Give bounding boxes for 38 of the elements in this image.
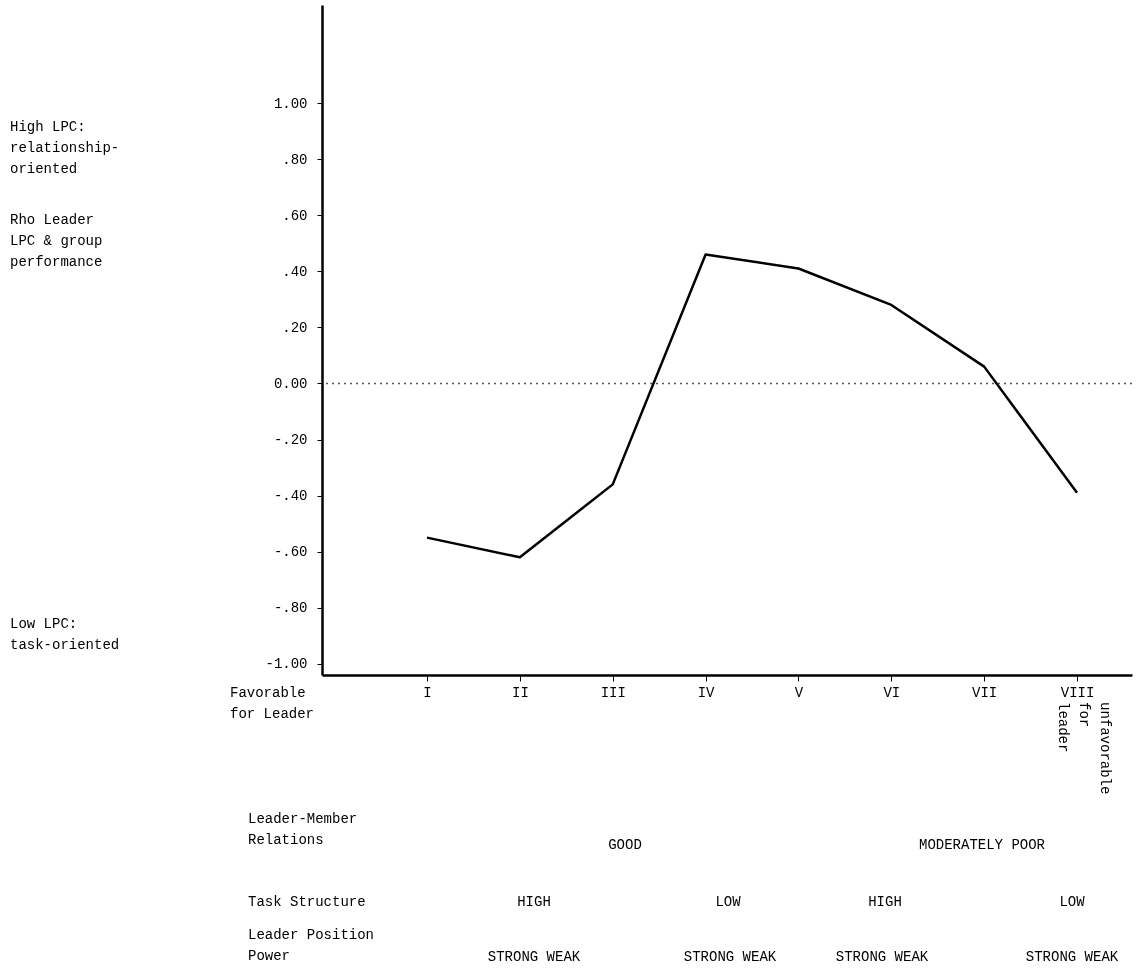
x-tick-label: I	[423, 684, 432, 701]
line-series	[425, 253, 1079, 559]
y-tick-label: -1.00	[265, 656, 308, 673]
text: STRONG WEAK	[683, 949, 777, 965]
text: Task Structure	[248, 894, 366, 910]
y-tick-label: 1.00	[273, 95, 308, 112]
text: Leader Position Power	[248, 927, 375, 964]
y-tick-label: .20	[282, 319, 308, 336]
x-tick-label: V	[794, 684, 804, 701]
text: Low LPC: task-oriented	[10, 616, 120, 653]
text: STRONG WEAK	[487, 949, 581, 965]
text: Leader-Member Relations	[248, 811, 358, 848]
y-tick-label: -.40	[273, 488, 308, 505]
text: HIGH	[868, 894, 902, 910]
text: LOW	[715, 894, 742, 910]
x-tick-label: IV	[697, 684, 716, 701]
x-tick-label: VII	[972, 684, 998, 701]
y-tick-label: -.60	[273, 544, 308, 561]
y-tick-label: 0.00	[273, 375, 308, 392]
text: Favorable for Leader	[230, 685, 315, 722]
text: STRONG WEAK	[835, 949, 929, 965]
y-tick-label: .40	[282, 263, 308, 280]
text: LOW	[1059, 894, 1086, 910]
x-tick-label: VI	[883, 684, 901, 701]
y-tick-label: -.80	[273, 600, 308, 617]
text: HIGH	[517, 894, 551, 910]
y-tick-label: .60	[282, 207, 308, 224]
x-tick-label: II	[511, 684, 529, 701]
text: MODERATELY POOR	[918, 837, 1046, 853]
x-tick-label: VIII	[1060, 684, 1095, 701]
text: High LPC: relationship-oriented	[10, 119, 120, 177]
y-tick-label: .80	[282, 151, 308, 168]
text: Rho Leader LPC & group performance	[10, 212, 103, 270]
text: GOOD	[608, 837, 642, 853]
text: STRONG WEAK	[1025, 949, 1119, 965]
y-tick-label: -.20	[273, 432, 308, 449]
x-tick-label: III	[600, 684, 626, 701]
text: unfavorable for leader	[1055, 702, 1113, 795]
